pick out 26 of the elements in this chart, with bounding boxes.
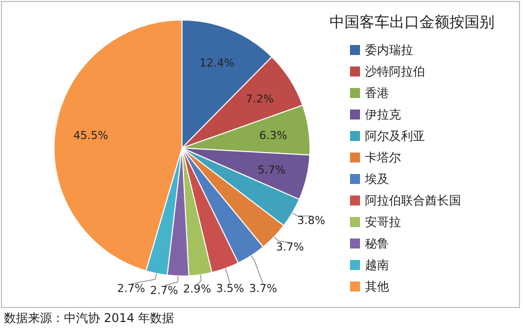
legend-label: 卡塔尔 [365,150,401,165]
legend-label: 埃及 [364,172,389,186]
data-label: 7.2% [246,92,274,106]
data-label: 6.3% [259,128,288,142]
legend-label: 香港 [365,86,389,100]
data-label: 3.5% [216,282,244,295]
legend-label: 安哥拉 [365,215,401,230]
source-note: 数据来源：中汽协 2014 年数据 [4,311,174,325]
data-label: 3.8% [297,214,326,227]
legend-label: 委内瑞拉 [365,43,413,58]
data-label: 2.7% [150,284,178,297]
legend-label: 其他 [365,280,389,294]
chart-title: 中国客车出口金额按国别 [330,13,494,31]
legend-label: 沙特阿拉伯 [365,64,425,79]
legend-label: 越南 [365,258,389,272]
legend-label: 秘鲁 [365,236,389,251]
data-label: 3.7% [276,240,304,254]
data-label: 2.9% [183,282,212,296]
data-label: 45.5% [73,128,108,142]
legend-label: 阿拉伯联合酋长国 [365,194,461,208]
legend-label: 伊拉克 [365,108,401,122]
data-label: 5.7% [258,163,286,176]
data-label: 3.7% [249,282,278,295]
data-label: 2.7% [117,282,146,295]
data-label: 12.4% [199,56,234,70]
legend-label: 阿尔及利亚 [365,129,425,144]
